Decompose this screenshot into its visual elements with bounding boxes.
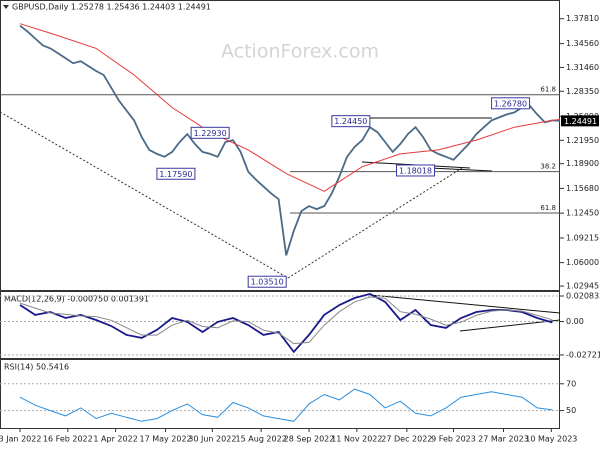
price-label: 1.03510 <box>251 278 284 287</box>
y-tick-label: 1.06000 <box>566 258 599 267</box>
x-tick-label: 27 Dec 2022 <box>381 435 432 444</box>
y-tick-label: 1.12450 <box>566 209 599 218</box>
fib-label: 61.8 <box>540 86 556 94</box>
macd-frame <box>0 291 560 359</box>
x-tick-label: 16 Feb 2022 <box>43 435 93 444</box>
x-tick-label: 9 Feb 2023 <box>431 435 476 444</box>
price-box <box>331 115 371 128</box>
x-tick-label: 10 May 2023 <box>525 435 577 444</box>
y-tick-label: 1.18900 <box>566 159 599 168</box>
price-box <box>491 97 531 110</box>
price-label: 1.26780 <box>494 99 527 108</box>
macd-trend-line <box>459 319 561 332</box>
y-tick-label: 1.31460 <box>566 63 599 72</box>
current-price-label: 1.24491 <box>564 117 597 126</box>
x-tick-label: 15 Aug 2022 <box>236 435 287 444</box>
x-tick-label: 1 Apr 2022 <box>93 435 137 444</box>
menu-icon <box>3 5 9 9</box>
x-tick-label: 3 Jan 2022 <box>0 435 41 444</box>
y-tick-label: 0.020835 <box>566 291 600 300</box>
y-tick-label: 1.28350 <box>566 87 599 96</box>
trend-line <box>0 111 289 279</box>
watermark: ActionForex.com <box>221 41 379 63</box>
pane-title: GBPUSD,Daily 1.25278 1.25436 1.24403 1.2… <box>12 3 211 12</box>
series-line <box>19 23 561 192</box>
series-line <box>19 388 553 422</box>
pane-title: MACD(12,26,9) -0.000750 0.001391 <box>4 295 149 304</box>
price-label: 1.17590 <box>159 170 192 179</box>
x-tick-label: 30 Jun 2022 <box>188 435 236 444</box>
price-label: 1.22930 <box>194 129 227 138</box>
y-tick-label: 1.34560 <box>566 39 599 48</box>
macd-trend-line <box>369 294 561 314</box>
y-tick-label: 1.09215 <box>566 233 599 242</box>
price-box <box>395 164 435 177</box>
y-tick-label: 1.02945 <box>566 282 599 291</box>
price-label: 1.24450 <box>334 117 367 126</box>
price-box <box>156 167 196 180</box>
y-tick-label: -0.027213 <box>566 350 600 359</box>
x-tick-label: 17 May 2022 <box>139 435 191 444</box>
support-line <box>429 167 493 172</box>
y-tick-label: 70 <box>566 379 576 388</box>
y-tick-label: 1.15680 <box>566 184 599 193</box>
y-tick-label: 0.00 <box>566 317 584 326</box>
y-tick-label: 1.37810 <box>566 14 599 23</box>
fib-label: 38.2 <box>540 163 556 171</box>
price-frame <box>0 0 560 291</box>
y-tick-label: 1.21950 <box>566 136 599 145</box>
series-line <box>19 296 553 345</box>
y-tick-label: 50 <box>566 406 576 415</box>
pane-title: RSI(14) 50.5416 <box>4 363 69 372</box>
price-label: 1.18018 <box>399 166 432 175</box>
series-line <box>19 24 561 256</box>
trend-line <box>287 167 463 279</box>
x-tick-label: 27 Mar 2023 <box>478 435 529 444</box>
series-line <box>19 292 553 354</box>
rsi-frame <box>0 359 560 429</box>
x-tick-label: 11 Nov 2022 <box>331 435 382 444</box>
current-price-box <box>561 115 599 127</box>
price-box <box>247 275 287 288</box>
price-box <box>190 126 230 139</box>
x-tick-label: 28 Sep 2022 <box>284 435 335 444</box>
fib-label: 61.8 <box>540 204 556 212</box>
